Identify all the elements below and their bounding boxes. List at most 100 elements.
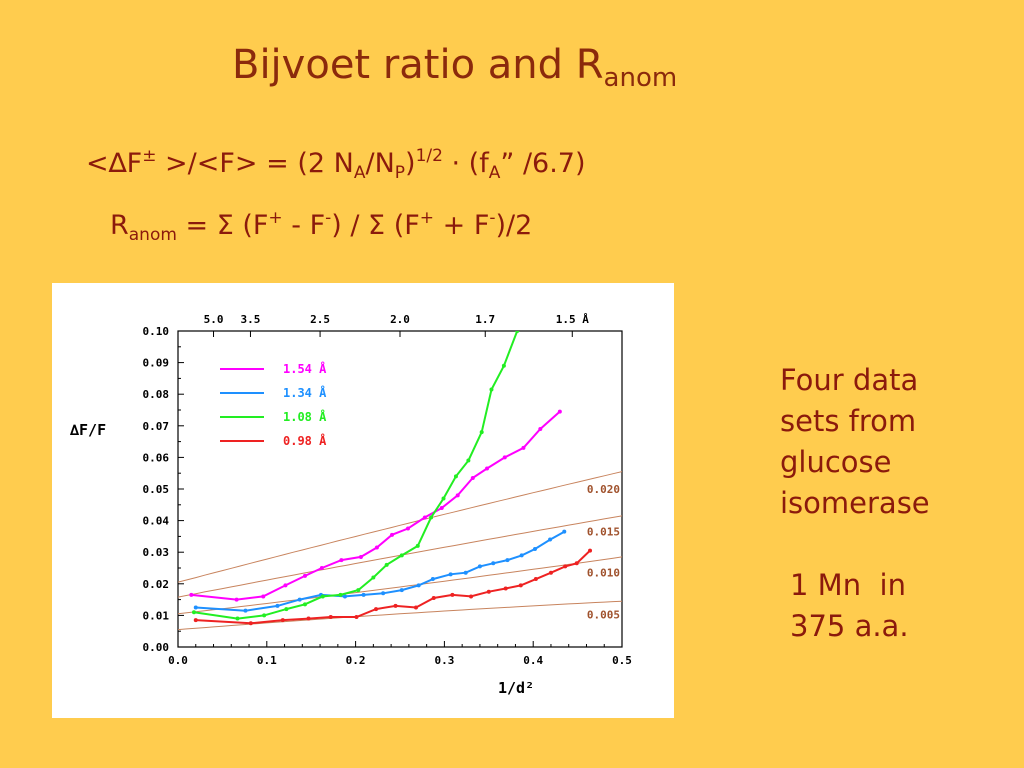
series-point [361,592,366,597]
series-point [306,616,311,621]
eq1-part: <∆F [86,148,143,179]
y-tick-label: 0.10 [143,325,170,338]
series-line [193,331,519,620]
series-point [339,558,344,563]
eq1-sub: A [353,163,366,183]
series-point [371,575,376,580]
series-point [533,577,538,582]
series-point [275,603,280,608]
top-axis-label: 3.5 [241,313,261,326]
eq2-part: )/2 [495,210,533,241]
series-point [486,589,491,594]
series-point [193,605,198,610]
series-point [469,594,474,599]
series-point [243,608,248,613]
y-tick-label: 0.04 [143,515,170,528]
eq2-sup: - [489,208,496,228]
series-point [477,564,482,569]
reference-curve-label: 0.020 [587,483,620,496]
eq1-sub: A [488,163,501,183]
series-point [505,558,510,563]
title-main: Bijvoet ratio and R [232,42,604,88]
x-tick-label: 0.5 [612,654,632,667]
series-point [491,561,496,566]
reference-curve [178,471,622,583]
series-point [320,594,325,599]
series-point [393,603,398,608]
series-point [338,592,343,597]
series-point [422,515,427,520]
series-point [234,597,239,602]
series-point [503,586,508,591]
series-point [405,526,410,531]
series-point [455,493,460,498]
series-point [302,573,307,578]
bijvoet-chart: 0.0 0.1 0.2 0.3 0.4 0.5 0.00 0.01 0.02 0.03 0.04 0.… [69,313,632,697]
series-point [429,515,434,520]
series-point [518,583,523,588]
series-point [283,583,288,588]
reference-curve [178,556,622,615]
y-tick-label: 0.05 [143,483,170,496]
eq1-part: · (f [442,148,489,179]
series-point [356,588,361,593]
series-point [588,548,593,553]
legend-label: 1.08 Å [283,409,327,424]
series-point [280,618,285,623]
series-point [515,331,520,333]
x-tick-label: 0.0 [168,654,188,667]
series-point [384,562,389,567]
eq2-part: = Σ (F [176,210,269,241]
series-point [501,363,506,368]
y-tick-label: 0.03 [143,546,170,559]
eq2-sup: - [325,208,332,228]
legend-label: 1.54 Å [283,361,327,376]
series-point [374,545,379,550]
eq1-part: ” /6.7) [500,148,586,179]
y-tick-label: 0.09 [143,357,170,370]
eq1-sup: 1/2 [415,146,443,166]
title-subscript: anom [603,63,678,93]
series-point [441,496,446,501]
series-point [479,430,484,435]
top-axis-label: 2.5 [310,313,330,326]
series-point [261,594,266,599]
series-point [381,591,386,596]
series-point [358,554,363,559]
series-point [532,547,537,552]
series-point [448,572,453,577]
equation-bijvoet-ratio: <∆F± >/<F> = (2 NA/NP)1/2 · (fA” /6.7) [86,146,586,183]
series-point [521,445,526,450]
series-point [548,570,553,575]
top-axis-label: 5.0 [204,313,224,326]
top-axis-label: 2.0 [390,313,410,326]
y-tick-label: 0.01 [143,609,170,622]
top-axis-label: 1.7 [475,313,495,326]
series-point [439,505,444,510]
series-point [557,409,562,414]
series-line [191,410,561,601]
series-point [548,537,553,542]
series-point [470,475,475,480]
eq2-sub: anom [128,225,177,245]
series-point [193,618,198,623]
series-point [416,583,421,588]
x-tick-label: 0.4 [523,654,543,667]
series-point [354,614,359,619]
y-tick-label: 0.00 [143,641,170,654]
y-tick-label: 0.02 [143,578,170,591]
series-point [430,577,435,582]
series-point [562,529,567,534]
series-point [563,564,568,569]
series-point [302,602,307,607]
note-mn-count: 1 Mn in 375 a.a. [790,568,909,643]
series-point [399,588,404,593]
series-point [463,570,468,575]
series-point [399,553,404,558]
x-tick-label: 0.1 [257,654,277,667]
series-point [574,561,579,566]
eq2-sup: + [419,208,435,228]
equation-ranom: Ranom = Σ (F+ - F-) / Σ (F+ + F-)/2 [110,208,532,245]
series-point [502,455,507,460]
series-point [248,621,253,626]
